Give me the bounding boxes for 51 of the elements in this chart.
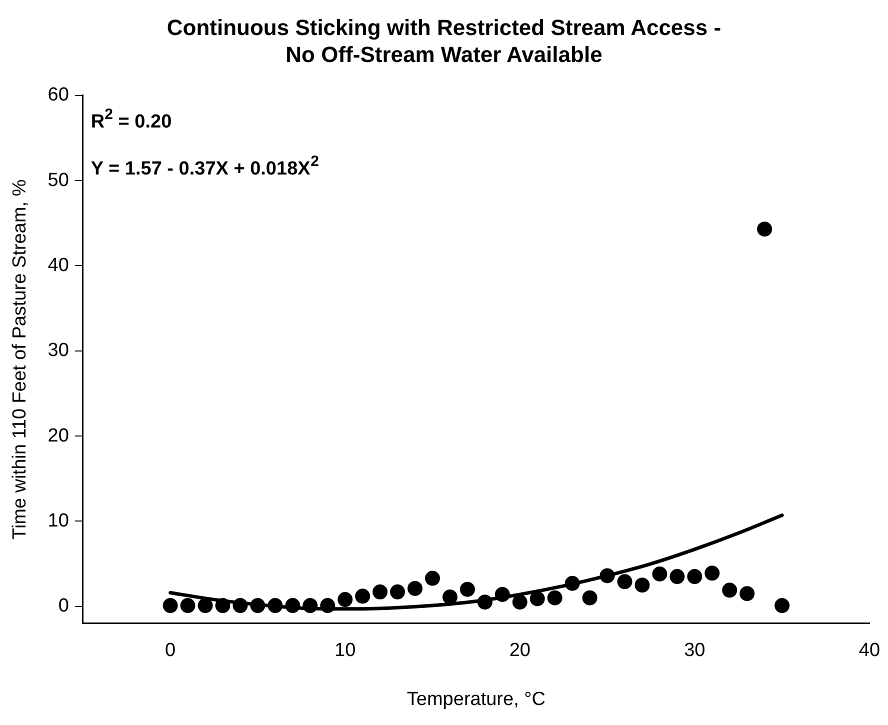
y-tick-label: 20 [48,425,69,446]
point [512,594,528,610]
point [355,588,370,604]
point [477,594,492,610]
point [564,576,580,591]
point [390,584,406,600]
point [424,570,440,586]
y-tick-label: 10 [48,510,69,532]
point [302,598,318,614]
point [268,598,283,614]
point [722,582,738,598]
point [250,598,266,614]
point [670,569,685,584]
x-tick-label: 20 [509,640,530,662]
x-tick-label: 30 [684,640,706,662]
point [652,566,668,582]
y-tick-label: 50 [48,170,69,191]
y-tick-label: 40 [48,254,69,276]
x-tick-label: 0 [165,640,176,662]
point [530,591,545,606]
point [757,222,772,237]
x-tick-label: 40 [858,640,880,662]
point [408,580,423,596]
point [232,598,248,614]
point [547,590,562,606]
y-tick-label: 30 [48,340,69,362]
point [494,586,510,602]
point [372,584,388,600]
point [460,582,475,597]
x-tick-label: 10 [334,640,356,662]
point [600,568,615,584]
y-tick-label: 60 [48,84,69,106]
point [338,592,353,608]
point [774,598,790,614]
point [320,598,336,614]
x-axis-title: Temperature, °C [406,688,546,710]
y-tick-label: 0 [58,596,69,617]
point [617,574,632,590]
point [634,578,650,593]
point [180,598,196,614]
y-axis-title: Time within 110 Feet of Pasture Stream, % [10,179,31,540]
point [215,598,230,614]
point [687,569,702,584]
point [582,590,598,606]
point [198,598,213,614]
point [162,598,178,614]
point [285,598,300,614]
chart-title: Continuous Sticking with Restricted Stream Access - No Off-Stream Water Available [166,14,722,69]
point [704,566,720,581]
point [442,590,458,604]
point [740,586,755,602]
